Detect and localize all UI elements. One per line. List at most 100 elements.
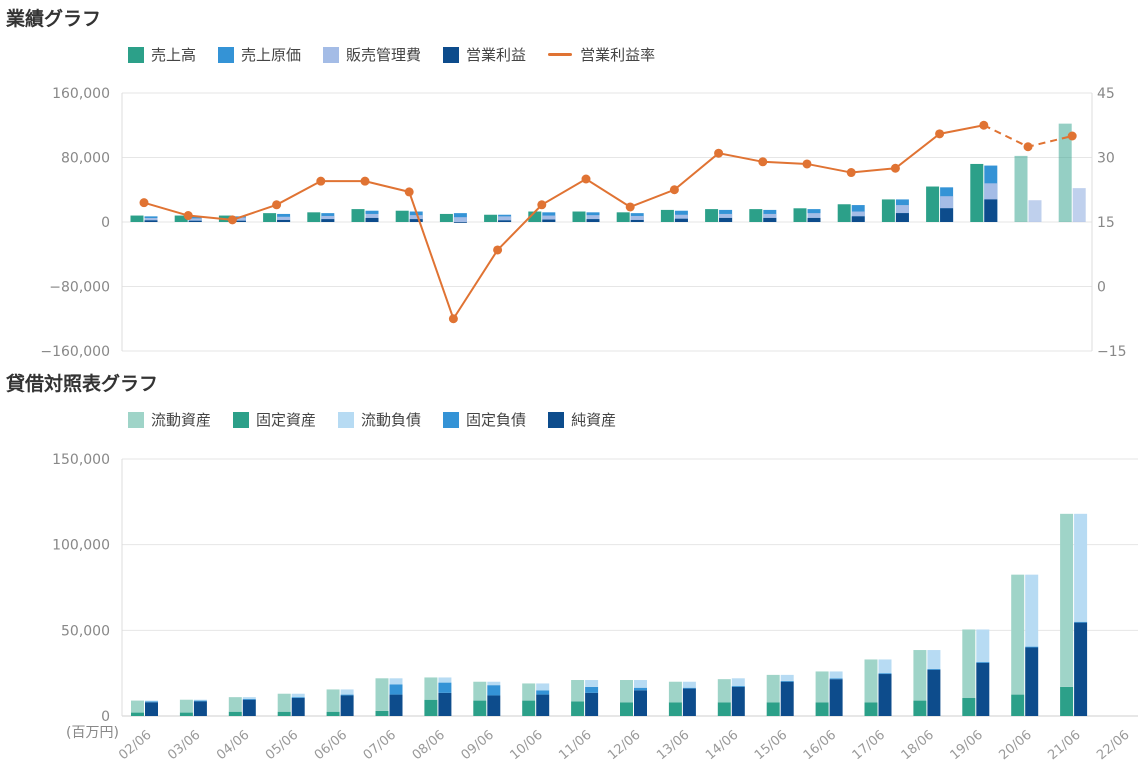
bar-sales-06-06 <box>307 212 321 222</box>
bar-current-liabilities-08-06 <box>438 677 452 683</box>
legend-label: 流動資産 <box>151 411 212 429</box>
y-right-tick-label: 45 <box>1097 86 1115 102</box>
bar-fixed-liabilities-14-06 <box>731 686 745 687</box>
bar-sales-21-06 <box>970 163 984 222</box>
legend-swatch <box>218 46 235 63</box>
bar-current-assets-15-06 <box>766 674 780 703</box>
op-margin-point-16-06 <box>758 157 768 167</box>
op-margin-point-11-06 <box>537 200 547 210</box>
bar-fixed-liabilities-08-06 <box>438 682 452 693</box>
bar-sales-15-06 <box>705 209 719 222</box>
bar-sga-02-06 <box>144 217 158 221</box>
bar-op-profit-02-06 <box>144 220 158 222</box>
legend-swatch <box>443 411 460 428</box>
bar-current-liabilities-15-06 <box>780 674 794 681</box>
bar-sales-12-06 <box>572 211 586 222</box>
x-tick-label: 05/06 <box>263 728 301 764</box>
bar-net-assets-18-06 <box>927 669 941 716</box>
bar-fixed-assets-09-06 <box>473 700 487 716</box>
bar-fixed-assets-13-06 <box>668 702 682 716</box>
legend-label: 流動負債 <box>361 411 422 429</box>
bar-sales-03-06 <box>174 215 188 222</box>
bar-net-assets-08-06 <box>438 692 452 716</box>
legend-item[interactable]: 固定資産 <box>233 409 316 430</box>
x-tick-label: 10/06 <box>507 728 545 764</box>
bar-op-profit-20-06 <box>940 208 954 222</box>
x-tick-label: 19/06 <box>948 728 986 764</box>
bar-fixed-liabilities-06-06 <box>340 694 354 696</box>
y-right-tick-label: 15 <box>1097 215 1115 231</box>
legend-item[interactable]: 流動資産 <box>128 409 211 430</box>
x-tick-label: 13/06 <box>654 728 692 764</box>
legend-item[interactable]: 営業利益率 <box>548 44 655 65</box>
bar-fixed-liabilities-03-06 <box>193 700 207 702</box>
bar-op-profit-08-06 <box>409 219 423 222</box>
legend-swatch <box>128 46 144 63</box>
balance-sheet-legend: 流動資産 固定資産 流動負債 固定負債 純資産 <box>128 409 638 430</box>
bar-fixed-liabilities-16-06 <box>829 678 843 680</box>
legend-label: 売上原価 <box>241 46 302 64</box>
bar-op-profit-13-06 <box>630 219 644 222</box>
y-right-tick-label: −15 <box>1097 344 1127 360</box>
y-left-tick-label: 0 <box>101 215 110 231</box>
bar-current-liabilities-03-06 <box>193 699 207 701</box>
legend-swatch <box>548 411 565 428</box>
y-left-tick-label: −80,000 <box>49 280 110 296</box>
bar-sales-08-06 <box>395 210 409 222</box>
bar-net-assets-10-06 <box>536 694 550 716</box>
bar-current-assets-02-06 <box>131 700 144 713</box>
y-tick-label: 150,000 <box>52 452 110 468</box>
bar-fixed-liabilities-11-06 <box>585 686 599 693</box>
legend-swatch <box>233 411 250 428</box>
bar-sales-02-06 <box>130 215 144 222</box>
legend-item[interactable]: 純資産 <box>548 409 616 430</box>
x-tick-label: 04/06 <box>214 728 252 764</box>
bar-sales-14-06 <box>660 209 674 222</box>
bar-fixed-assets-06-06 <box>326 711 340 716</box>
legend-item[interactable]: 固定負債 <box>443 409 526 430</box>
legend-label: 固定資産 <box>256 411 317 429</box>
bar-current-liabilities-07-06 <box>389 678 403 685</box>
legend-item[interactable]: 販売管理費 <box>323 44 421 65</box>
bar-sales-07-06 <box>351 209 365 222</box>
bar-sales-19-06 <box>881 199 895 222</box>
legend-item[interactable]: 営業利益 <box>443 44 526 65</box>
op-margin-point-13-06 <box>625 202 635 212</box>
bar-op-profit-15-06 <box>719 217 733 222</box>
x-tick-label: 07/06 <box>361 728 399 764</box>
bar-sales-16-06 <box>749 209 763 222</box>
legend-item[interactable]: 売上原価 <box>218 44 301 65</box>
bar-current-liabilities-14-06 <box>731 678 745 687</box>
bar-sga-14-06 <box>674 214 688 219</box>
bar-fixed-liabilities-12-06 <box>634 687 647 691</box>
bar-fixed-assets-04-06 <box>228 711 242 716</box>
bar-op-profit-16-06 <box>763 217 777 222</box>
bar-current-liabilities-13-06 <box>682 681 696 688</box>
legend-item[interactable]: 流動負債 <box>338 409 421 430</box>
bar-net-assets-19-06 <box>976 662 990 716</box>
bar-current-assets-07-06 <box>375 678 389 711</box>
bar-fixed-liabilities-04-06 <box>242 698 256 700</box>
bar-current-liabilities-04-06 <box>242 697 256 699</box>
bar-net-assets-06-06 <box>340 695 354 716</box>
bar-sga-05-06 <box>277 216 291 220</box>
bar-sga-13-06 <box>630 215 644 220</box>
bar-fixed-assets-19-06 <box>962 698 976 716</box>
x-tick-label: 02/06 <box>116 728 154 764</box>
bar-sales-13-06 <box>616 212 630 222</box>
bar-net-assets-09-06 <box>487 695 501 716</box>
bar-current-liabilities-09-06 <box>487 681 501 686</box>
x-tick-label: 17/06 <box>850 728 888 764</box>
bar-fixed-assets-15-06 <box>766 702 780 716</box>
bar-sales-05-06 <box>263 213 277 222</box>
y-left-tick-label: 160,000 <box>52 86 110 102</box>
bar-fixed-liabilities-20-06 <box>1025 646 1039 648</box>
bar-current-liabilities-05-06 <box>291 693 305 698</box>
legend-swatch <box>443 46 460 63</box>
bar-net-assets-12-06 <box>634 690 647 716</box>
legend-item[interactable]: 売上高 <box>128 44 196 65</box>
y-tick-label: 100,000 <box>52 538 110 554</box>
bar-fixed-assets-18-06 <box>913 700 927 716</box>
bar-fixed-assets-05-06 <box>277 711 291 716</box>
op-margin-point-05-06 <box>272 200 282 210</box>
